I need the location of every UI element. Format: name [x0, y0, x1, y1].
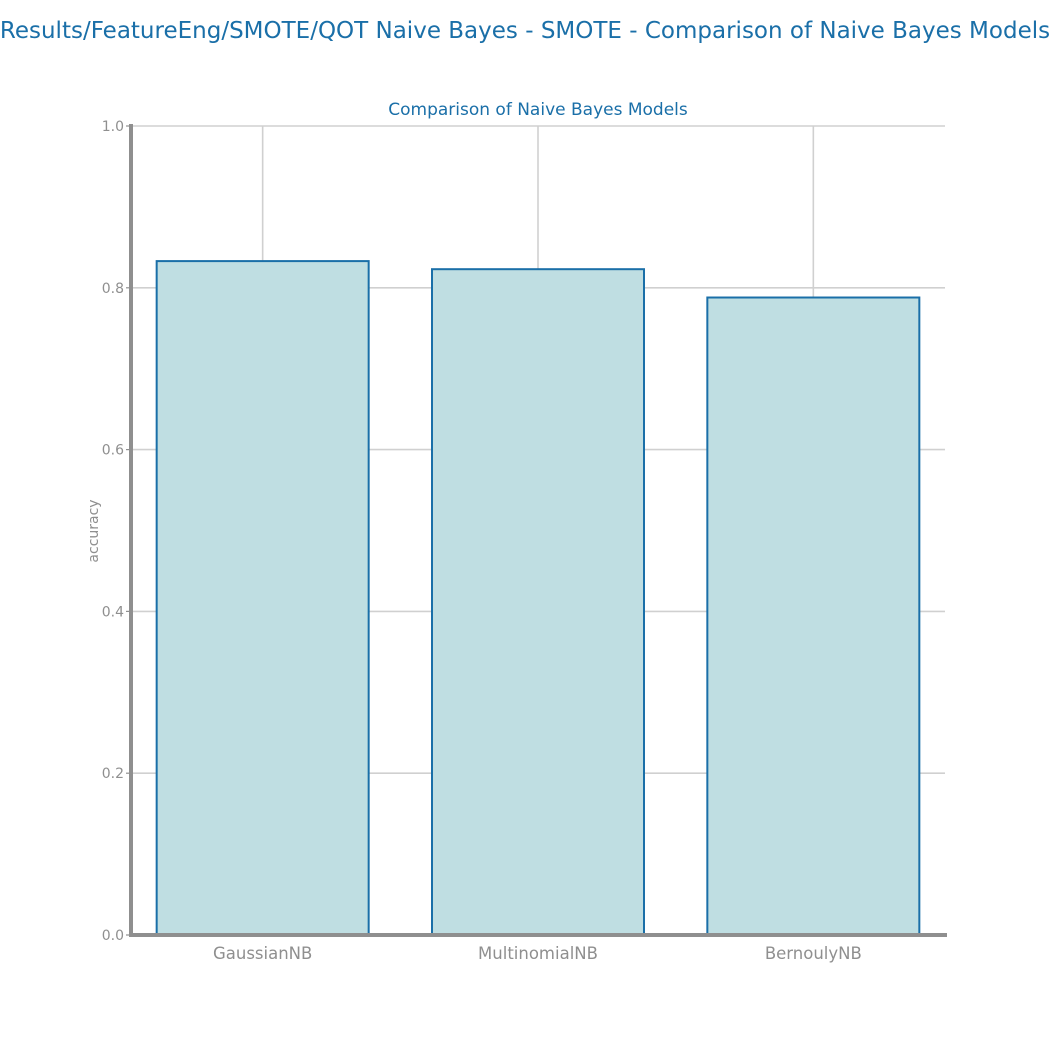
- y-tick-label: 0.0: [102, 928, 124, 944]
- y-tick-label: 0.2: [102, 766, 124, 782]
- bar-gaussiannb: [155, 260, 370, 936]
- x-tick-label: BernoulyNB: [765, 944, 862, 963]
- figure-suptitle: Results/FeatureEng/SMOTE/QOT Naive Bayes…: [0, 18, 1050, 44]
- x-tick-label: GaussianNB: [213, 944, 312, 963]
- labels: 0.0 0.2 0.4 0.6 0.8 1.0 GaussianNB MultinomialN…: [102, 119, 862, 963]
- bar-multinomialnb: [431, 268, 645, 936]
- x-tick-label: MultinomialNB: [478, 944, 598, 963]
- y-tick-label: 0.8: [102, 281, 124, 297]
- y-tick-label: 0.4: [102, 604, 124, 620]
- chart-title: Comparison of Naive Bayes Models: [388, 100, 688, 120]
- y-tick-label: 0.6: [102, 443, 124, 459]
- y-tick-label: 1.0: [102, 119, 124, 135]
- bar-bernoulynb: [706, 296, 921, 936]
- bars: [155, 260, 921, 936]
- y-axis-label: accuracy: [86, 499, 102, 562]
- axes: [126, 124, 947, 937]
